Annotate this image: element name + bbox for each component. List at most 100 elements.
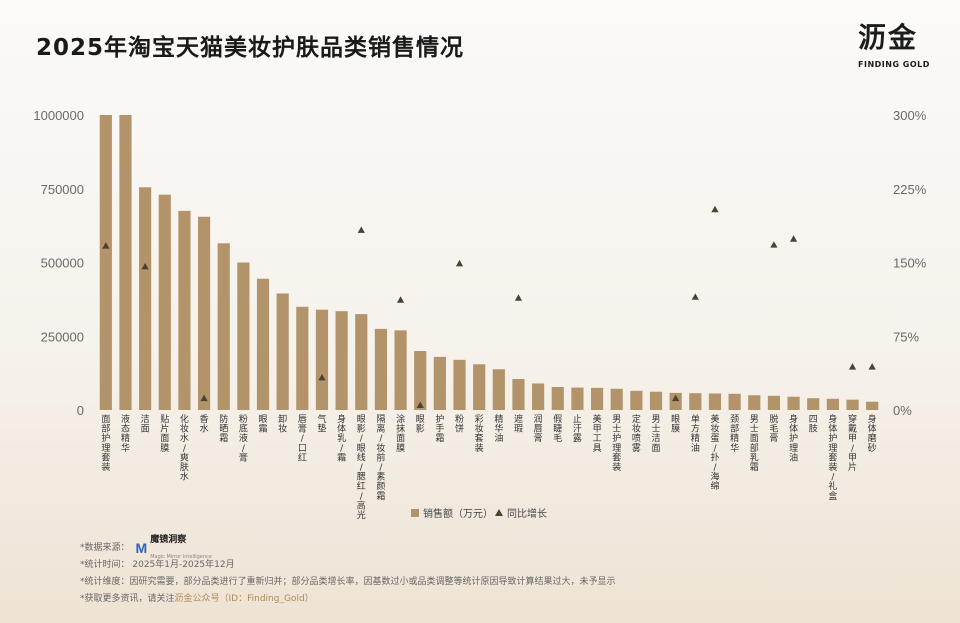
category-label: 身体护理套装/礼盒 [828, 413, 837, 502]
bar [453, 359, 466, 410]
growth-marker [868, 363, 876, 370]
axis-layer: 0 250000 500000 750000 1000000 0% 75% 150% 225% 3… [33, 108, 926, 418]
category-label: 眼影/眼线/腮红/高光 [357, 414, 366, 521]
category-label: 涂抹面膜 [396, 413, 405, 454]
legend-growth-label: 同比增长 [507, 507, 547, 520]
more-info-note: *获取更多资讯，请关注 沥金公众号（ID：Finding_Gold） [80, 591, 616, 608]
bar [414, 351, 427, 410]
bar [335, 311, 348, 410]
legend-bar-swatch [411, 509, 419, 517]
bar [374, 328, 388, 410]
bar [748, 395, 761, 410]
bar [315, 309, 329, 410]
source-subtitle: Magic Mirror Intelligence [150, 553, 212, 560]
growth-marker [691, 293, 699, 300]
bar [846, 399, 859, 410]
bar [394, 330, 407, 410]
growth-marker [848, 363, 857, 370]
bar [866, 401, 879, 410]
bar [433, 356, 446, 410]
category-label: 唇膏/口红 [298, 414, 307, 463]
category-label: 止汗露 [573, 413, 582, 444]
category-label: 眼膜 [671, 414, 680, 435]
category-label: 隔离/妆前/素颜霜 [376, 414, 385, 502]
legend-growth-swatch [495, 509, 503, 516]
dimension-note: *统计维度：因研究需要，部分品类进行了重新归并；部分品类增长率，因基数过小或品类… [80, 577, 616, 587]
category-label: 护手霜 [435, 413, 444, 444]
category-label: 身体护理油 [789, 413, 798, 463]
category-label: 假睫毛 [553, 414, 562, 444]
y-right-tick: 0% [893, 403, 912, 418]
sales-chart: 0 250000 500000 750000 1000000 0% 75% 150% 225% 3… [33, 108, 926, 521]
bar [807, 398, 820, 410]
category-label: 眼影 [416, 414, 425, 435]
bar [551, 386, 564, 410]
chart-legend: 销售额（万元） 同比增长 [411, 507, 547, 520]
category-label: 香水 [200, 414, 209, 435]
category-label: 精华油 [494, 413, 503, 444]
bar [355, 314, 368, 410]
bar [649, 391, 663, 410]
footnotes: *数据来源： M 魔镜洞察 Magic Mirror Intelligence … [80, 535, 616, 608]
category-label: 粉饼 [455, 413, 464, 435]
category-label: 男士洁面 [652, 414, 661, 454]
growth-marker [200, 394, 208, 402]
bar [139, 187, 152, 410]
bar [532, 383, 545, 410]
bar [296, 306, 309, 410]
bar [571, 387, 584, 410]
bar [630, 390, 643, 410]
bar [492, 369, 505, 410]
y-left-tick: 250000 [41, 329, 84, 344]
growth-marker [102, 242, 110, 249]
y-left-tick: 750000 [41, 182, 84, 197]
period-note: *统计时间： 2025年1月-2025年12月 [80, 560, 235, 570]
y-left-tick: 500000 [41, 256, 84, 271]
category-label: 美妆蛋/扑/海绵 [710, 413, 719, 492]
growth-marker [770, 241, 778, 248]
bar [728, 393, 741, 410]
growth-marker [514, 294, 523, 301]
category-label: 面部护理套装 [101, 414, 110, 473]
category-label: 单方精油 [691, 413, 700, 454]
growth-marker [318, 373, 326, 381]
y-right-tick: 150% [893, 256, 927, 271]
bar [178, 210, 191, 410]
source-name: 魔镜洞察 [150, 534, 187, 545]
source-logo: M 魔镜洞察 Magic Mirror Intelligence [136, 532, 212, 566]
growth-marker [672, 394, 680, 402]
growth-marker [141, 262, 149, 270]
category-label: 卸妆 [278, 413, 287, 435]
category-label: 防晒霜 [219, 413, 228, 444]
y-right-tick: 225% [893, 182, 927, 197]
category-label: 身体磨砂 [868, 413, 877, 454]
more-prefix: *获取更多资讯，请关注 [80, 594, 175, 604]
category-label: 男士面部乳霜 [750, 414, 759, 473]
logo-chinese: 沥金 [858, 21, 919, 54]
category-label: 颈部精华 [730, 414, 739, 454]
y-left-tick: 1000000 [33, 108, 84, 123]
magic-mirror-icon: M [135, 540, 148, 556]
category-label: 液态精华 [121, 413, 130, 454]
growth-marker [357, 226, 365, 233]
bar [197, 216, 211, 410]
y-right-tick: 300% [893, 108, 927, 123]
bar-series [99, 115, 879, 410]
category-label: 润唇膏 [534, 413, 543, 444]
legend-bar-label: 销售额（万元） [423, 507, 493, 520]
category-label: 彩妆套装 [475, 414, 484, 454]
growth-marker [416, 401, 424, 408]
category-label: 气垫 [317, 413, 326, 435]
bar [256, 278, 270, 410]
page-title: 2025年淘宝天猫美妆护肤品类销售情况 [36, 35, 465, 61]
bar [99, 115, 112, 410]
source-note: *数据来源： M 魔镜洞察 Magic Mirror Intelligence [80, 535, 616, 560]
source-label: *数据来源： [80, 543, 130, 553]
growth-series [102, 205, 876, 408]
bar [590, 387, 604, 410]
bar [689, 393, 702, 410]
bar [473, 364, 486, 410]
brand-logo: 沥金 FINDING GOLD [852, 14, 932, 78]
category-label: 眼霜 [259, 414, 268, 435]
category-label: 四肢 [809, 415, 818, 435]
